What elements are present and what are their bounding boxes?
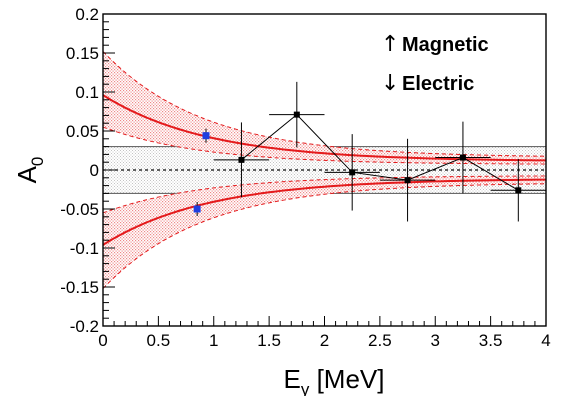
theory-curve-lower [103, 178, 546, 246]
y-tick-label: 0 [90, 161, 99, 180]
data-point [515, 187, 522, 194]
x-axis-title-main: E [284, 364, 301, 394]
y-tick-label: 0.2 [75, 5, 99, 24]
legend-arrow-down: ↓ [381, 71, 399, 96]
y-tick-label: -0.1 [70, 239, 99, 258]
legend: ↑ Magnetic ↓ Electric [381, 32, 489, 96]
legend-label-electric: Electric [402, 73, 474, 95]
x-tick-label: 1.5 [257, 331, 281, 350]
theory-band-lower-inner-edge [103, 175, 546, 214]
data-point [293, 111, 300, 118]
theory-curve-upper [103, 94, 546, 162]
y-tick-label: -0.05 [60, 200, 99, 219]
x-tick-label: 3.5 [479, 331, 503, 350]
x-tick-label: 0.5 [147, 331, 171, 350]
plot-area [103, 51, 546, 289]
y-axis-title: A0 [12, 157, 47, 184]
axis-ticks [102, 13, 547, 327]
x-tick-label: 2.5 [368, 331, 392, 350]
theory-band-upper-inner-edge [103, 126, 546, 165]
x-tick-label: 1 [209, 331, 218, 350]
y-tick-label: -0.2 [70, 317, 99, 336]
y-tick-label: 0.15 [66, 44, 99, 63]
data-points [193, 81, 546, 222]
data-point [459, 154, 466, 161]
legend-arrow-up: ↑ [381, 32, 399, 57]
theory-band-lower-outer-edge [103, 183, 546, 289]
x-tick-label: 0 [98, 331, 107, 350]
theory-band-lower [103, 175, 546, 289]
y-tick-label: 0.1 [75, 83, 99, 102]
blue-point [193, 205, 201, 213]
y-axis-title-subscript: 0 [28, 157, 47, 166]
y-tick-label: 0.05 [66, 122, 99, 141]
theory-band-upper-outer-edge [103, 51, 546, 157]
x-tick-label: 4 [541, 331, 550, 350]
tick-labels: 0 0.5 1 1.5 2 2.5 3 3.5 4 -0.2 -0.15 -0.1 -0.05 0 0.05… [60, 5, 550, 350]
x-axis-title-unit: [MeV] [309, 364, 384, 394]
y-tick-label: -0.15 [60, 278, 99, 297]
blue-point [202, 132, 210, 140]
data-point [238, 156, 245, 163]
legend-label-magnetic: Magnetic [402, 34, 489, 56]
y-axis-title-main: A [12, 165, 42, 183]
x-axis-title-subscript: γ [301, 380, 310, 396]
x-axis-title: Eγ [MeV] [284, 364, 385, 396]
data-series-line [241, 113, 519, 191]
theory-band-upper [103, 51, 546, 165]
x-tick-label: 2 [320, 331, 329, 350]
data-point [404, 177, 411, 184]
data-point [349, 169, 356, 176]
x-tick-label: 3 [431, 331, 440, 350]
